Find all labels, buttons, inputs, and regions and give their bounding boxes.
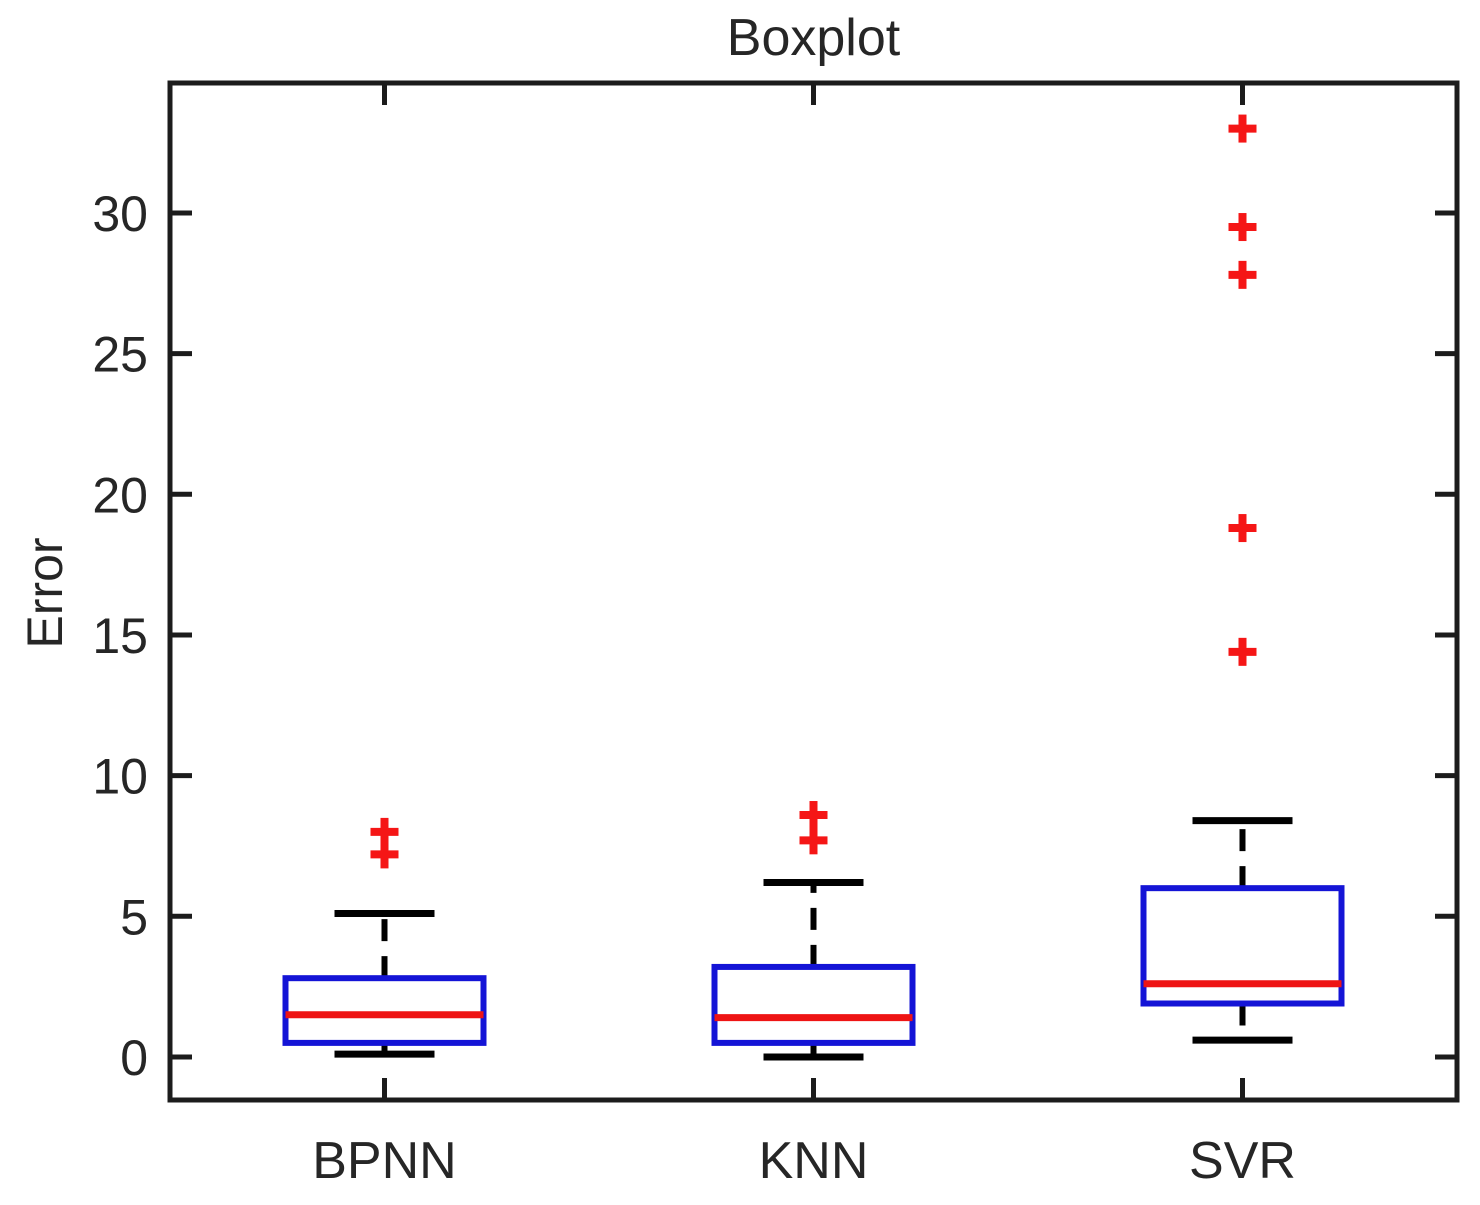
outlier-SVR-0 xyxy=(1228,637,1257,666)
outlier-SVR-2 xyxy=(1228,260,1257,289)
outlier-BPNN-1 xyxy=(370,817,399,846)
outlier-KNN-0 xyxy=(799,826,828,855)
outlier-KNN-1 xyxy=(799,801,828,830)
outlier-SVR-3 xyxy=(1228,213,1257,242)
y-tick-label-30: 30 xyxy=(92,186,148,242)
y-tick-label-25: 25 xyxy=(92,327,148,383)
outlier-SVR-1 xyxy=(1228,514,1257,543)
y-tick-label-0: 0 xyxy=(120,1030,148,1086)
y-tick-label-15: 15 xyxy=(92,608,148,664)
y-tick-label-5: 5 xyxy=(120,889,148,945)
x-tick-label-SVR: SVR xyxy=(1189,1132,1296,1190)
box-KNN xyxy=(711,963,916,1046)
chart-title: Boxplot xyxy=(726,9,901,67)
x-tick-label-KNN: KNN xyxy=(759,1132,869,1190)
x-tick-label-BPNN: BPNN xyxy=(312,1132,456,1190)
y-tick-label-10: 10 xyxy=(92,749,148,805)
outlier-SVR-4 xyxy=(1228,114,1257,143)
box-BPNN xyxy=(282,975,487,1046)
y-tick-label-20: 20 xyxy=(92,467,148,523)
